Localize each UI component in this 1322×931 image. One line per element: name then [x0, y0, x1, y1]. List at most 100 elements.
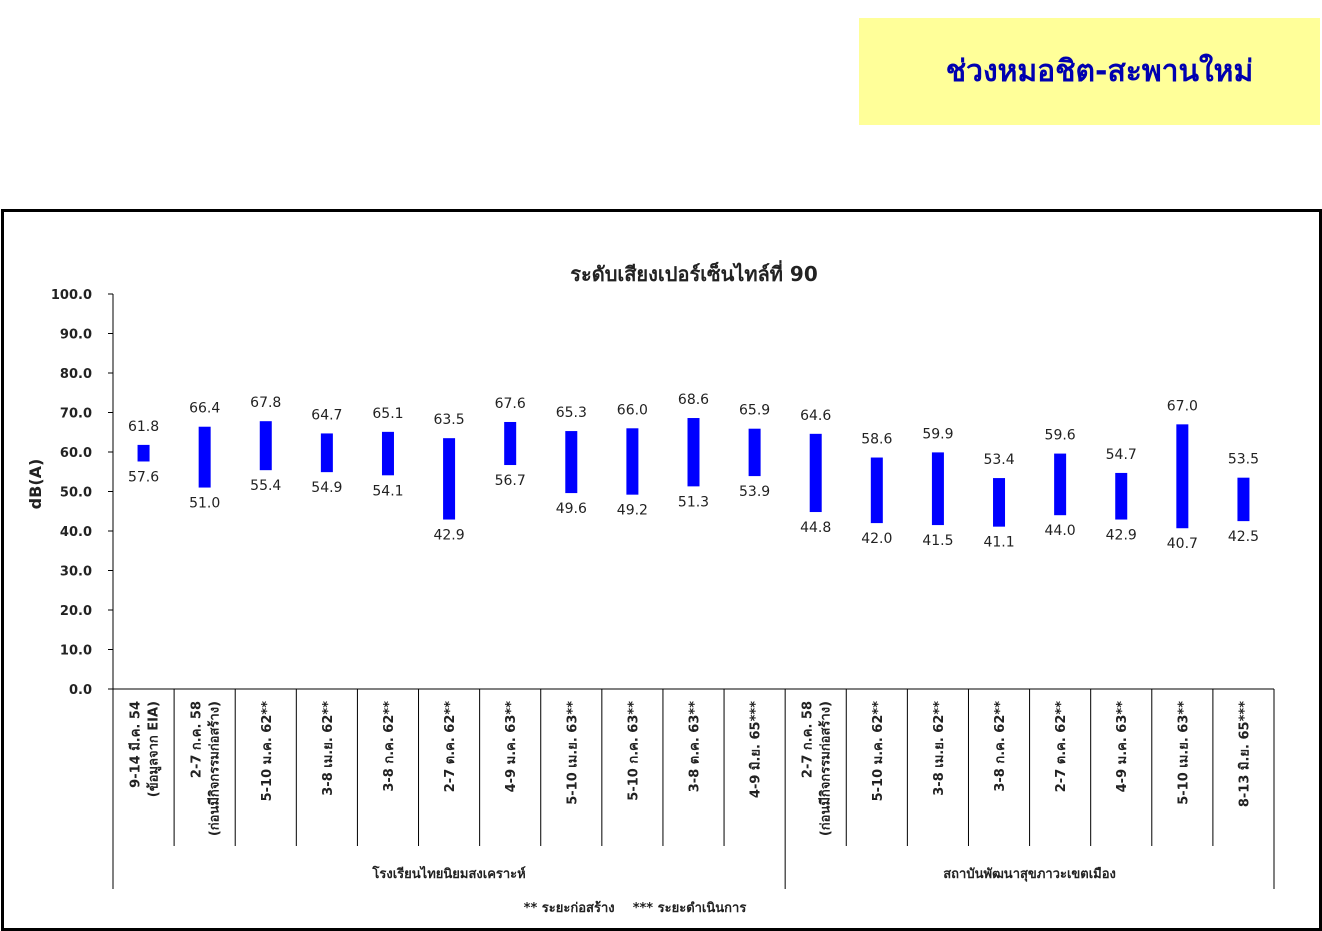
- range-bar: [1115, 472, 1128, 520]
- page-title: ช่วงหมอชิต-สะพานใหม่: [945, 54, 1254, 89]
- low-value-label: 41.5: [922, 533, 953, 549]
- category-label: 5-10 ก.ค. 63**: [626, 701, 641, 801]
- high-value-label: 67.6: [495, 396, 526, 412]
- category-label: 4-9 ม.ค. 63**: [504, 701, 519, 793]
- range-bar: [993, 478, 1006, 527]
- bars: [137, 418, 1250, 529]
- low-value-label: 57.6: [128, 469, 159, 485]
- high-value-label: 63.5: [433, 412, 464, 428]
- high-value-label: 59.6: [1045, 428, 1076, 444]
- category-label: 8-13 มิ.ย. 65***: [1237, 701, 1252, 807]
- low-value-label: 54.1: [372, 483, 403, 499]
- range-bar: [931, 452, 944, 526]
- range-bar: [137, 444, 150, 462]
- high-value-label: 58.6: [861, 432, 892, 448]
- range-bar: [809, 433, 822, 513]
- data-labels: 61.8 57.6 66.4 51.0 67.8 55.4 64.7 54.9 65.1 54.1…: [128, 392, 1259, 552]
- category-label: 5-10 ม.ค. 62**: [871, 701, 886, 802]
- high-value-label: 64.7: [311, 407, 342, 423]
- y-tick-label: 80.0: [60, 367, 92, 382]
- y-tick-label: 70.0: [60, 407, 92, 422]
- category-label: 5-10 ม.ค. 62**: [260, 701, 275, 802]
- low-value-label: 49.2: [617, 503, 648, 519]
- low-value-label: 55.4: [250, 478, 281, 494]
- category-label: 3-8 ต.ค. 63**: [688, 701, 703, 792]
- high-value-label: 59.9: [922, 426, 953, 442]
- y-axis-label: dB(A): [26, 459, 45, 510]
- range-bar: [443, 438, 456, 520]
- y-tick-label: 60.0: [60, 446, 92, 461]
- range-bar: [259, 421, 272, 471]
- low-value-label: 56.7: [495, 473, 526, 489]
- category-label: 5-10 เม.ย. 63**: [565, 701, 580, 805]
- y-tick-label: 50.0: [60, 486, 92, 501]
- category-label: 5-10 เม.ย. 63**: [1176, 701, 1191, 805]
- high-value-label: 67.0: [1167, 398, 1198, 414]
- low-value-label: 54.9: [311, 480, 342, 496]
- range-bar: [381, 431, 394, 476]
- low-value-label: 42.9: [1106, 528, 1137, 544]
- range-bar: [687, 418, 700, 487]
- low-value-label: 42.9: [433, 528, 464, 544]
- low-value-label: 40.7: [1167, 536, 1198, 552]
- chart-title: ระดับเสียงเปอร์เซ็นไทล์ที่ 90: [570, 259, 818, 286]
- y-tick-label: 100.0: [51, 288, 92, 303]
- category-label: 4-9 ม.ค. 63**: [1115, 701, 1130, 793]
- range-bar: [1054, 453, 1067, 516]
- high-value-label: 61.8: [128, 419, 159, 435]
- category-label: 2-7 ต.ค. 62**: [1054, 701, 1069, 792]
- high-value-label: 53.4: [983, 452, 1014, 468]
- category-labels: 9-14 มี.ค. 54 (ข้อมูลจาก EIA) 2-7 ก.ค. 58(…: [128, 701, 1253, 882]
- axes: 0.0 10.0 20.0 30.0 40.0 50.0 60.0 70.0 80.0 90.0 1…: [51, 288, 1275, 889]
- range-bar: [504, 421, 517, 466]
- range-bar: [320, 433, 333, 473]
- range-bar: [1176, 424, 1189, 529]
- low-value-label: 41.1: [983, 535, 1014, 551]
- high-value-label: 65.9: [739, 403, 770, 419]
- high-value-label: 54.7: [1106, 447, 1137, 463]
- low-value-label: 53.9: [739, 484, 770, 500]
- group-label: สถาบันพัฒนาสุขภาวะเขตเมือง: [943, 866, 1116, 882]
- category-label: 3-8 เม.ย. 62**: [932, 701, 947, 796]
- category-label: 2-7 ต.ค. 62**: [443, 701, 458, 792]
- high-value-label: 66.4: [189, 401, 220, 417]
- y-tick-label: 10.0: [60, 644, 92, 659]
- category-label: 2-7 ก.ค. 58: [801, 701, 816, 778]
- category-label: (ข้อมูลจาก EIA): [146, 701, 162, 797]
- high-value-label: 65.3: [556, 405, 587, 421]
- category-label: 2-7 ก.ค. 58: [190, 701, 205, 778]
- range-bar: [748, 428, 761, 477]
- category-label: 3-8 เม.ย. 62**: [321, 701, 336, 796]
- high-value-label: 53.5: [1228, 452, 1259, 468]
- high-value-label: 65.1: [372, 406, 403, 422]
- chart-frame: [1, 209, 1322, 931]
- high-value-label: 67.8: [250, 395, 281, 411]
- high-value-label: 64.6: [800, 408, 831, 424]
- y-tick-label: 20.0: [60, 604, 92, 619]
- category-label: (ก่อนมีกิจกรรมก่อสร้าง): [818, 701, 834, 836]
- range-bar: [1237, 477, 1250, 522]
- y-tick-label: 30.0: [60, 565, 92, 580]
- category-label: 3-8 ก.ค. 62**: [382, 701, 397, 792]
- y-tick-label: 0.0: [69, 683, 92, 698]
- low-value-label: 51.0: [189, 496, 220, 512]
- low-value-label: 44.8: [800, 520, 831, 536]
- header-box: ช่วงหมอชิต-สะพานใหม่: [859, 18, 1320, 125]
- y-tick-label: 40.0: [60, 525, 92, 540]
- low-value-label: 42.5: [1228, 529, 1259, 545]
- range-bar: [870, 457, 883, 524]
- range-bar: [565, 431, 578, 494]
- range-bar: [198, 426, 211, 488]
- range-bar: [626, 428, 639, 495]
- low-value-label: 44.0: [1045, 523, 1076, 539]
- category-label: (ก่อนมีกิจกรรมก่อสร้าง): [207, 701, 223, 836]
- low-value-label: 42.0: [861, 531, 892, 547]
- category-label: 3-8 ก.ค. 62**: [993, 701, 1008, 792]
- low-value-label: 51.3: [678, 494, 709, 510]
- low-value-label: 49.6: [556, 501, 587, 517]
- high-value-label: 66.0: [617, 402, 648, 418]
- y-tick-label: 90.0: [60, 328, 92, 343]
- chart-footnote: ** ระยะก่อสร้าง *** ระยะดำเนินการ: [524, 900, 747, 916]
- category-label: 4-9 มิ.ย. 65***: [749, 701, 764, 798]
